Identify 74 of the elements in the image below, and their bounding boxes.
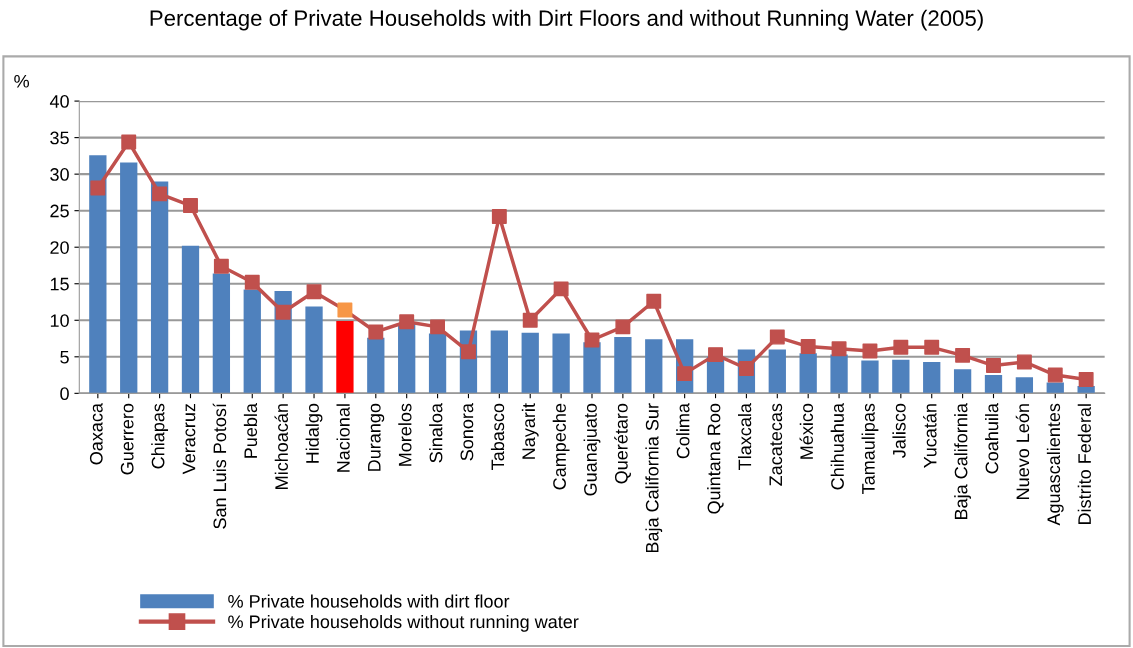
bar	[583, 342, 601, 394]
x-tick-label: Zacatecas	[769, 403, 783, 486]
bar	[490, 330, 508, 394]
bar	[799, 353, 817, 394]
bar	[212, 273, 231, 394]
bar	[892, 359, 910, 394]
x-tick-label: Tabasco	[490, 403, 505, 470]
bar	[150, 181, 169, 394]
bar	[1077, 386, 1095, 394]
x-tick-label: Guerrero	[120, 403, 134, 475]
bar	[923, 361, 941, 394]
x-tick-label: Tamaulipas	[861, 403, 879, 494]
bar	[614, 337, 632, 394]
x-tick-label: Nuevo León	[1015, 404, 1030, 499]
x-tick-label: Baja California Sur	[645, 403, 663, 553]
bar	[243, 289, 261, 394]
x-tick-label: Durango	[368, 403, 385, 471]
x-tick-label: Distrito Federal	[1077, 404, 1091, 524]
x-tick-label: Jalisco	[892, 403, 906, 458]
x-tick-label: Morelos	[398, 403, 412, 466]
x-tick-label: Nayarit	[521, 403, 539, 459]
legend-label: % Private households without running water	[228, 614, 579, 632]
bar	[89, 155, 107, 394]
x-tick-label: Colima	[676, 403, 690, 459]
bar	[1046, 382, 1064, 394]
bar	[181, 245, 200, 394]
y-tick-label: 20	[50, 241, 69, 254]
bar	[830, 354, 848, 394]
bar	[336, 321, 354, 394]
x-tick-label: Sonora	[460, 403, 474, 461]
bar	[768, 349, 786, 394]
bar	[552, 333, 570, 394]
y-tick-label: 35	[50, 131, 69, 145]
x-tick-label: Oaxaca	[89, 403, 103, 465]
x-tick-label: Veracruz	[182, 403, 196, 475]
bar	[645, 339, 663, 394]
bar	[861, 360, 879, 394]
bar	[398, 323, 416, 394]
x-tick-label: Campeche	[552, 403, 570, 490]
x-tick-label: Aguascalientes	[1046, 403, 1064, 526]
x-tick-label: Puebla	[243, 403, 258, 458]
bar	[984, 375, 1003, 394]
x-tick-label: Coahuila	[985, 403, 999, 474]
y-tick-label: 25	[50, 204, 69, 218]
y-tick-label: 0	[60, 387, 69, 401]
x-tick-label: Michoacán	[274, 404, 288, 489]
x-tick-label: Baja California	[954, 403, 972, 519]
x-tick-label: Tlaxcala	[738, 403, 752, 470]
x-tick-label: Chiapas	[151, 403, 169, 469]
x-tick-label: Quintana Roo	[707, 403, 724, 514]
bar	[428, 333, 447, 394]
chart-title: Percentage of Private Households with Dirt Floors and without Running Water (2005)	[150, 9, 983, 31]
y-tick-label: 15	[50, 277, 69, 291]
bar	[305, 306, 323, 394]
x-tick-label: México	[799, 403, 814, 459]
x-tick-label: Querétaro	[614, 403, 631, 484]
y-tick-label: 40	[49, 95, 69, 108]
bar	[521, 332, 539, 394]
y-tick-label: 5	[60, 350, 69, 364]
y-tick-label: 30	[50, 168, 69, 181]
y-axis-title: %	[14, 74, 30, 88]
x-tick-label: Hidalgo	[305, 403, 323, 463]
legend-label: % Private households with dirt floor	[228, 594, 510, 608]
x-tick-label: Yucatán	[923, 404, 937, 468]
bar	[953, 369, 972, 394]
x-tick-label: Guanajuato	[583, 403, 601, 496]
bar	[120, 162, 138, 394]
bar	[1015, 377, 1034, 394]
x-tick-label: San Luis Potosí	[212, 403, 227, 529]
x-tick-label: Sinaloa	[429, 403, 443, 463]
y-tick-label: 10	[50, 314, 69, 327]
x-tick-label: Nacional	[336, 404, 350, 472]
x-tick-label: Chihuahua	[830, 403, 844, 490]
bar	[367, 337, 385, 394]
